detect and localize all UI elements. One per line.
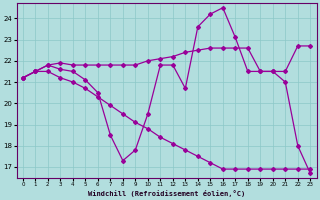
X-axis label: Windchill (Refroidissement éolien,°C): Windchill (Refroidissement éolien,°C) (88, 190, 245, 197)
